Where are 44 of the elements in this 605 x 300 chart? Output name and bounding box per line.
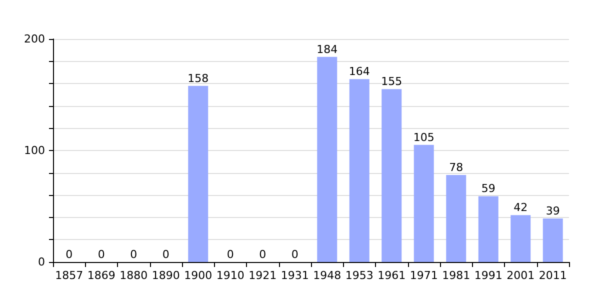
data-label: 0	[259, 248, 266, 261]
data-label: 0	[162, 248, 170, 261]
x-tick-label: 1890	[152, 269, 180, 282]
x-tick-label: 1961	[378, 269, 406, 282]
bar	[382, 89, 402, 262]
bar	[510, 215, 531, 262]
data-label: 39	[546, 204, 560, 218]
y-tick-label: 100	[24, 144, 45, 157]
x-tick-label: 1953	[345, 269, 374, 282]
bar	[188, 86, 208, 262]
data-label: 184	[316, 42, 338, 56]
data-label: 0	[130, 248, 138, 261]
x-tick-label: 1981	[442, 269, 470, 282]
data-label: 0	[66, 248, 73, 261]
y-tick-label: 0	[38, 256, 45, 268]
x-tick-label: 1971	[410, 269, 438, 282]
data-label: 0	[226, 248, 234, 261]
bar	[317, 56, 338, 262]
data-label: 78	[449, 161, 464, 174]
x-tick-label: 1880	[120, 269, 148, 282]
x-tick-label: 1869	[87, 269, 116, 282]
bar	[542, 218, 563, 262]
x-tick-label: 2001	[506, 269, 535, 282]
x-tick-label: 1931	[280, 269, 309, 282]
x-tick-label: 1910	[216, 269, 244, 282]
data-label: 105	[413, 130, 434, 144]
bar	[478, 196, 498, 262]
data-label: 155	[381, 75, 402, 88]
bar	[349, 79, 370, 262]
bar	[414, 144, 434, 262]
x-tick-label: 1900	[184, 269, 212, 282]
x-tick-label: 1857	[55, 269, 84, 282]
data-label: 42	[514, 201, 528, 214]
data-label: 158	[188, 72, 209, 85]
data-label: 0	[98, 248, 105, 261]
x-tick-label: 1921	[248, 269, 277, 282]
y-tick-label: 200	[24, 32, 45, 46]
data-label: 164	[348, 65, 370, 78]
data-label: 0	[291, 248, 298, 261]
data-label: 59	[481, 182, 496, 196]
x-tick-label: 1991	[474, 269, 502, 282]
bar	[446, 175, 466, 262]
x-tick-label: 2011	[538, 269, 567, 282]
x-tick-label: 1948	[313, 269, 342, 282]
